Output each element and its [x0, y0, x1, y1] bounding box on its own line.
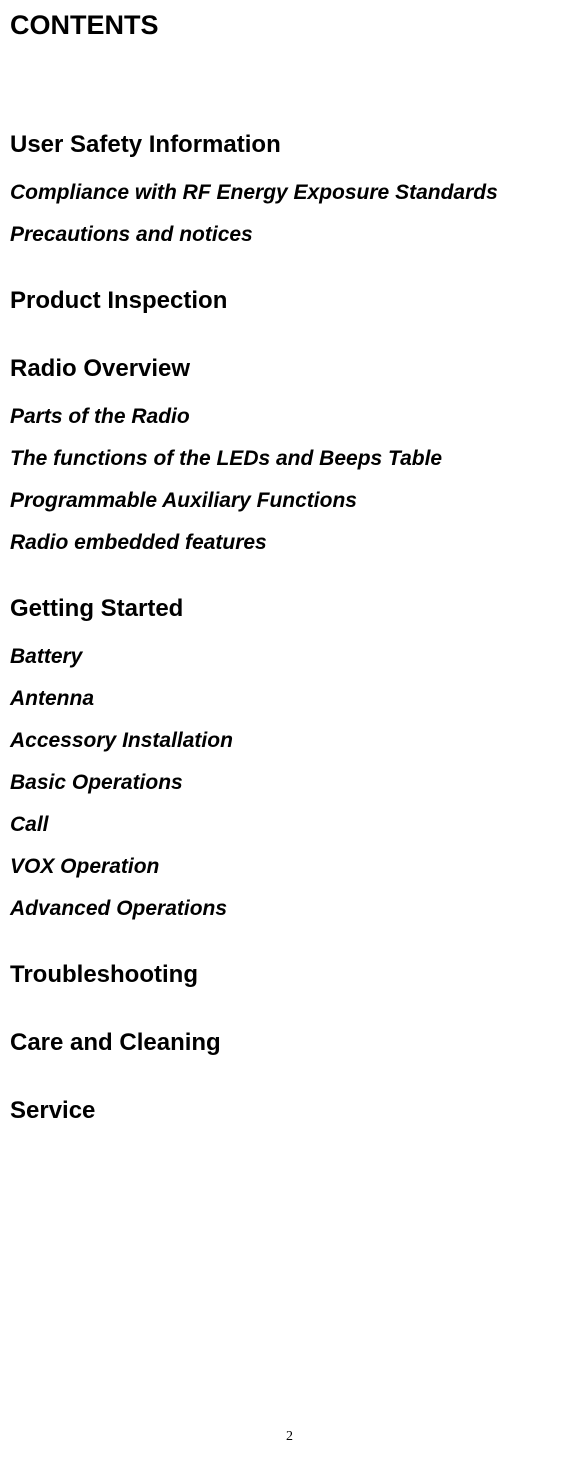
sub-item-compliance: Compliance with RF Energy Exposure Stand…: [10, 181, 579, 205]
sub-item-antenna: Antenna: [10, 687, 579, 711]
section-heading-radio-overview: Radio Overview: [10, 355, 579, 383]
sub-item-call: Call: [10, 813, 579, 837]
sub-item-leds-beeps: The functions of the LEDs and Beeps Tabl…: [10, 447, 579, 471]
section-heading-product-inspection: Product Inspection: [10, 287, 579, 315]
sub-item-embedded: Radio embedded features: [10, 531, 579, 555]
sub-item-accessory: Accessory Installation: [10, 729, 579, 753]
section-heading-user-safety: User Safety Information: [10, 131, 579, 159]
section-heading-troubleshooting: Troubleshooting: [10, 961, 579, 989]
sub-item-precautions: Precautions and notices: [10, 223, 579, 247]
section-heading-getting-started: Getting Started: [10, 595, 579, 623]
section-heading-care-cleaning: Care and Cleaning: [10, 1029, 579, 1057]
sub-item-programmable: Programmable Auxiliary Functions: [10, 489, 579, 513]
page-title: CONTENTS: [10, 10, 579, 41]
sub-item-advanced: Advanced Operations: [10, 897, 579, 921]
sub-item-basic-ops: Basic Operations: [10, 771, 579, 795]
page-number: 2: [286, 1429, 293, 1445]
sub-item-vox: VOX Operation: [10, 855, 579, 879]
section-heading-service: Service: [10, 1097, 579, 1125]
sub-item-parts: Parts of the Radio: [10, 405, 579, 429]
sub-item-battery: Battery: [10, 645, 579, 669]
